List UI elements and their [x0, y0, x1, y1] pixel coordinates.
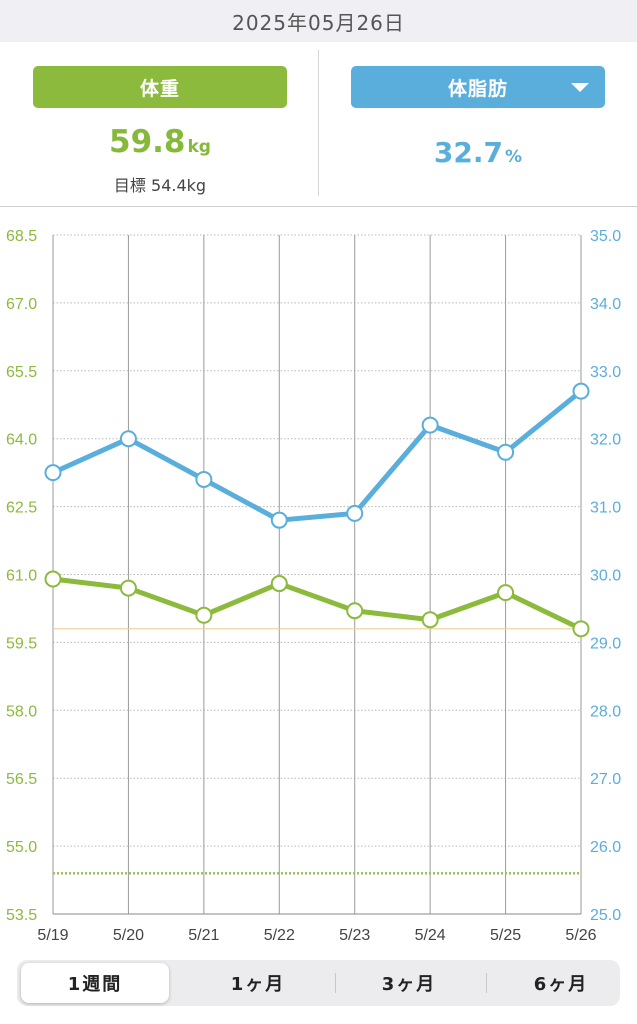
left-axis-tick-label: 58.0 — [6, 703, 37, 720]
range-separator — [335, 973, 336, 993]
body-fat-data-point — [195, 470, 213, 488]
body-fat-dropdown[interactable]: 体脂肪 — [351, 66, 605, 108]
right-axis-tick-label: 33.0 — [590, 364, 621, 381]
weight-series-line — [50, 576, 584, 632]
trend-chart-svg: 68.5 67.0 65.5 64.0 62.5 61.0 59.5 58.0 56.5 55.0… — [6, 228, 621, 944]
x-axis-tick-label: 5/23 — [339, 927, 370, 944]
weight-data-point — [44, 570, 62, 588]
range-tab-3months[interactable]: 3ヶ月 — [381, 974, 437, 995]
body-fat-series-line — [50, 388, 584, 523]
weight-data-point — [572, 620, 590, 638]
right-axis-tick-label: 35.0 — [590, 228, 621, 245]
body-fat-number: 32.7 — [433, 136, 504, 169]
right-axis-tick-label: 31.0 — [590, 500, 621, 517]
x-axis-tick-label: 5/19 — [37, 927, 68, 944]
right-axis-tick-label: 30.0 — [590, 568, 621, 585]
body-fat-data-point — [270, 511, 288, 529]
x-axis-tick-label: 5/26 — [565, 927, 596, 944]
date-text: 2025年05月26日 — [232, 10, 405, 35]
range-separator — [486, 973, 487, 993]
triangle-down-icon — [571, 83, 589, 92]
summary-divider — [318, 50, 319, 196]
date-header: 2025年05月26日 — [0, 0, 637, 42]
left-axis-tick-label: 62.5 — [6, 500, 37, 517]
weight-label-button[interactable]: 体重 — [33, 66, 287, 108]
weight-data-point — [346, 602, 364, 620]
range-tab-1week[interactable]: 1週間 — [21, 963, 169, 1003]
left-axis-tick-label: 55.0 — [6, 839, 37, 856]
left-axis-tick-label: 59.5 — [6, 635, 37, 652]
body-fat-value: 32.7% — [351, 136, 605, 169]
left-axis-tick-label: 53.5 — [6, 907, 37, 924]
right-axis-tick-label: 28.0 — [590, 703, 621, 720]
body-fat-unit: % — [505, 147, 523, 167]
x-axis-tick-label: 5/25 — [490, 927, 521, 944]
left-axis-tick-label: 61.0 — [6, 568, 37, 585]
body-fat-label: 体脂肪 — [447, 77, 508, 100]
right-axis-tick-label: 26.0 — [590, 839, 621, 856]
x-axis-tick-label: 5/21 — [188, 927, 219, 944]
weight-data-point — [195, 606, 213, 624]
range-tab-6months[interactable]: 6ヶ月 — [533, 974, 589, 995]
summary-panel: 体重 59.8 kg 目標 54.4kg 体脂肪 32.7% — [0, 42, 637, 207]
weight-label: 体重 — [139, 77, 180, 100]
right-axis-tick-label: 34.0 — [590, 296, 621, 313]
weight-number: 59.8 — [109, 124, 186, 160]
x-axis-tick-label: 5/20 — [113, 927, 144, 944]
body-fat-data-point — [497, 443, 515, 461]
weight-value: 59.8 kg — [33, 124, 287, 160]
weight-data-point — [270, 575, 288, 593]
weight-data-point — [119, 579, 137, 597]
trend-chart: 68.5 67.0 65.5 64.0 62.5 61.0 59.5 58.0 56.5 55.0… — [0, 206, 637, 946]
body-fat-data-point — [346, 504, 364, 522]
range-selector[interactable]: 1週間 1ヶ月 3ヶ月 6ヶ月 — [17, 960, 620, 1006]
body-fat-data-point — [44, 464, 62, 482]
right-axis-tick-label: 27.0 — [590, 771, 621, 788]
left-axis-tick-label: 56.5 — [6, 771, 37, 788]
x-axis-tick-label: 5/24 — [415, 927, 446, 944]
x-axis-tick-label: 5/22 — [264, 927, 295, 944]
left-axis-tick-label: 65.5 — [6, 364, 37, 381]
left-axis-tick-label: 67.0 — [6, 296, 37, 313]
right-axis-tick-label: 25.0 — [590, 907, 621, 924]
left-axis-tick-label: 64.0 — [6, 432, 37, 449]
weight-data-point — [497, 584, 515, 602]
body-fat-data-point — [572, 382, 590, 400]
right-axis-tick-label: 32.0 — [590, 432, 621, 449]
body-fat-data-point — [421, 416, 439, 434]
weight-unit: kg — [187, 137, 211, 157]
body-fat-data-point — [119, 430, 137, 448]
range-tab-1month[interactable]: 1ヶ月 — [230, 974, 286, 995]
left-axis-tick-label: 68.5 — [6, 228, 37, 245]
weight-data-point — [421, 611, 439, 629]
right-axis-tick-label: 29.0 — [590, 635, 621, 652]
weight-target: 目標 54.4kg — [113, 176, 207, 195]
